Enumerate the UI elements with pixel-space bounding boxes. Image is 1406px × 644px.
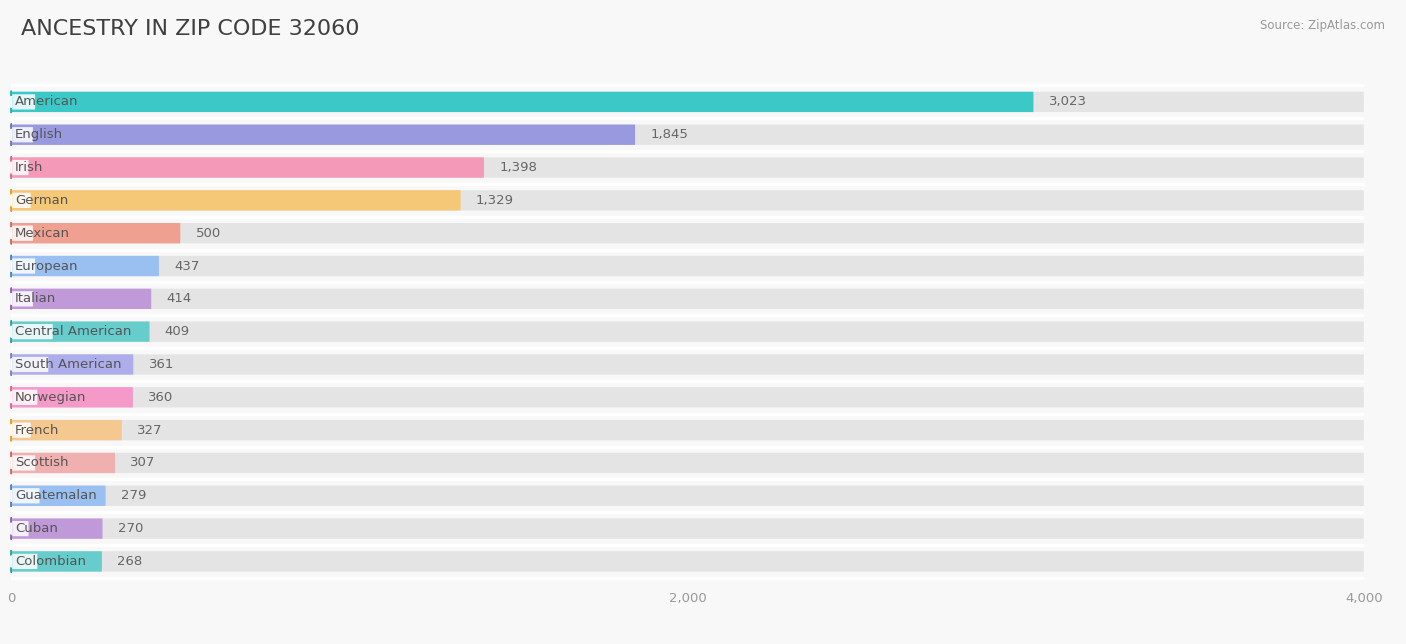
Text: Cuban: Cuban — [15, 522, 58, 535]
Text: Norwegian: Norwegian — [15, 391, 86, 404]
FancyBboxPatch shape — [11, 91, 1364, 112]
FancyBboxPatch shape — [11, 157, 1364, 178]
FancyBboxPatch shape — [13, 554, 38, 569]
FancyBboxPatch shape — [11, 256, 159, 276]
FancyBboxPatch shape — [11, 420, 122, 440]
Text: 1,398: 1,398 — [499, 161, 537, 174]
Text: 307: 307 — [131, 457, 156, 469]
Text: ANCESTRY IN ZIP CODE 32060: ANCESTRY IN ZIP CODE 32060 — [21, 19, 360, 39]
FancyBboxPatch shape — [11, 354, 134, 375]
FancyBboxPatch shape — [11, 453, 115, 473]
FancyBboxPatch shape — [11, 420, 1364, 440]
FancyBboxPatch shape — [11, 223, 1364, 243]
FancyBboxPatch shape — [11, 157, 484, 178]
FancyBboxPatch shape — [13, 225, 32, 241]
FancyBboxPatch shape — [11, 518, 1364, 539]
Text: Central American: Central American — [15, 325, 131, 338]
Text: Scottish: Scottish — [15, 457, 69, 469]
FancyBboxPatch shape — [11, 354, 1364, 375]
FancyBboxPatch shape — [11, 223, 180, 243]
FancyBboxPatch shape — [11, 91, 1033, 112]
Text: Irish: Irish — [15, 161, 44, 174]
FancyBboxPatch shape — [13, 127, 32, 142]
FancyBboxPatch shape — [11, 190, 461, 211]
Text: Source: ZipAtlas.com: Source: ZipAtlas.com — [1260, 19, 1385, 32]
FancyBboxPatch shape — [13, 160, 28, 175]
FancyBboxPatch shape — [13, 193, 31, 208]
FancyBboxPatch shape — [11, 486, 1364, 506]
Text: French: French — [15, 424, 59, 437]
FancyBboxPatch shape — [13, 390, 38, 405]
FancyBboxPatch shape — [13, 357, 48, 372]
Text: English: English — [15, 128, 63, 141]
FancyBboxPatch shape — [11, 453, 1364, 473]
FancyBboxPatch shape — [11, 321, 149, 342]
FancyBboxPatch shape — [13, 94, 35, 109]
FancyBboxPatch shape — [11, 518, 103, 539]
Text: 409: 409 — [165, 325, 190, 338]
FancyBboxPatch shape — [13, 455, 35, 471]
Text: 437: 437 — [174, 260, 200, 272]
Text: 500: 500 — [195, 227, 221, 240]
Text: 360: 360 — [148, 391, 173, 404]
Text: 268: 268 — [117, 555, 142, 568]
Text: 1,329: 1,329 — [475, 194, 513, 207]
FancyBboxPatch shape — [13, 324, 53, 339]
FancyBboxPatch shape — [13, 258, 35, 274]
FancyBboxPatch shape — [11, 551, 1364, 572]
Text: 327: 327 — [136, 424, 163, 437]
FancyBboxPatch shape — [11, 387, 134, 408]
FancyBboxPatch shape — [11, 289, 152, 309]
FancyBboxPatch shape — [11, 190, 1364, 211]
Text: German: German — [15, 194, 67, 207]
FancyBboxPatch shape — [11, 486, 105, 506]
FancyBboxPatch shape — [11, 256, 1364, 276]
FancyBboxPatch shape — [13, 291, 32, 307]
Text: 270: 270 — [118, 522, 143, 535]
FancyBboxPatch shape — [11, 551, 101, 572]
FancyBboxPatch shape — [13, 422, 31, 438]
FancyBboxPatch shape — [13, 488, 39, 504]
Text: 361: 361 — [149, 358, 174, 371]
FancyBboxPatch shape — [11, 321, 1364, 342]
Text: South American: South American — [15, 358, 121, 371]
Text: Colombian: Colombian — [15, 555, 86, 568]
FancyBboxPatch shape — [11, 124, 1364, 145]
Text: Italian: Italian — [15, 292, 56, 305]
Text: American: American — [15, 95, 79, 108]
Text: 3,023: 3,023 — [1049, 95, 1087, 108]
Text: European: European — [15, 260, 79, 272]
Text: 414: 414 — [166, 292, 191, 305]
Text: 279: 279 — [121, 489, 146, 502]
FancyBboxPatch shape — [11, 387, 1364, 408]
Text: 1,845: 1,845 — [651, 128, 688, 141]
Text: Mexican: Mexican — [15, 227, 70, 240]
FancyBboxPatch shape — [11, 124, 636, 145]
Text: Guatemalan: Guatemalan — [15, 489, 97, 502]
FancyBboxPatch shape — [11, 289, 1364, 309]
FancyBboxPatch shape — [13, 521, 28, 536]
